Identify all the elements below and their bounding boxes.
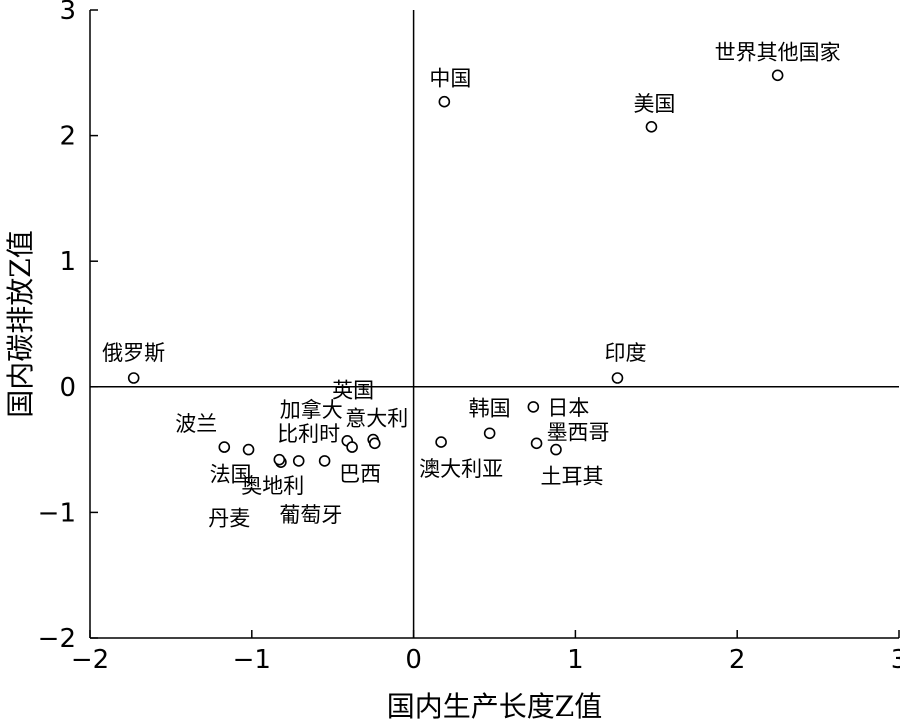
point-label: 巴西	[339, 462, 381, 486]
data-point	[242, 443, 255, 456]
x-tick-label: 2	[729, 645, 746, 675]
y-tick-label: 1	[59, 247, 76, 277]
x-tick-label: 0	[405, 645, 422, 675]
point-label: 中国	[429, 67, 471, 91]
x-tick-label: 3	[891, 645, 900, 675]
y-tick-label: 3	[59, 0, 76, 26]
data-point	[318, 455, 331, 467]
data-point	[127, 372, 140, 384]
data-point	[771, 69, 784, 82]
data-point	[527, 401, 540, 413]
point-label: 意大利	[345, 406, 408, 430]
point-label: 土耳其	[540, 465, 603, 489]
x-tick-label: −1	[233, 645, 271, 675]
data-points	[127, 69, 784, 468]
point-label: 印度	[604, 341, 646, 365]
point-label: 美国	[633, 92, 675, 116]
point-label: 英国	[332, 379, 374, 403]
data-point	[218, 441, 231, 453]
point-label: 世界其他国家	[715, 40, 841, 64]
point-label: 葡萄牙	[279, 503, 342, 527]
point-label: 澳大利亚	[419, 457, 503, 481]
point-label: 俄罗斯	[102, 341, 165, 365]
data-point	[483, 427, 496, 440]
point-label: 比利时	[277, 422, 340, 446]
x-tick-label: −2	[71, 645, 109, 675]
point-label: 奥地利	[241, 474, 304, 498]
ticks: −2 −1 0 1 2 3 −2 −1 0 1 2 3	[38, 0, 900, 675]
y-axis-title: 国内碳排放Z值	[4, 230, 37, 417]
data-point	[550, 443, 562, 456]
y-tick-label: −1	[38, 498, 76, 528]
point-label: 加拿大	[280, 398, 343, 422]
data-point	[645, 121, 658, 133]
point-label: 韩国	[469, 396, 511, 420]
point-label: 波兰	[175, 412, 217, 436]
y-tick-label: 0	[59, 373, 76, 403]
point-label: 日本	[547, 396, 589, 420]
point-label: 墨西哥	[547, 420, 610, 444]
data-point	[346, 441, 358, 453]
y-tick-label: 2	[59, 122, 76, 152]
x-tick-label: 1	[567, 645, 584, 675]
y-tick-label: −2	[38, 624, 76, 654]
data-point	[273, 453, 286, 466]
data-point	[530, 437, 543, 450]
data-point	[438, 95, 451, 108]
point-label: 法国	[210, 463, 252, 487]
data-point	[292, 455, 305, 467]
data-point	[435, 436, 447, 448]
point-label: 丹麦	[208, 507, 250, 531]
data-point	[611, 372, 624, 384]
data-point	[368, 437, 381, 450]
x-axis-title: 国内生产长度Z值	[387, 690, 602, 723]
axes	[89, 10, 899, 639]
